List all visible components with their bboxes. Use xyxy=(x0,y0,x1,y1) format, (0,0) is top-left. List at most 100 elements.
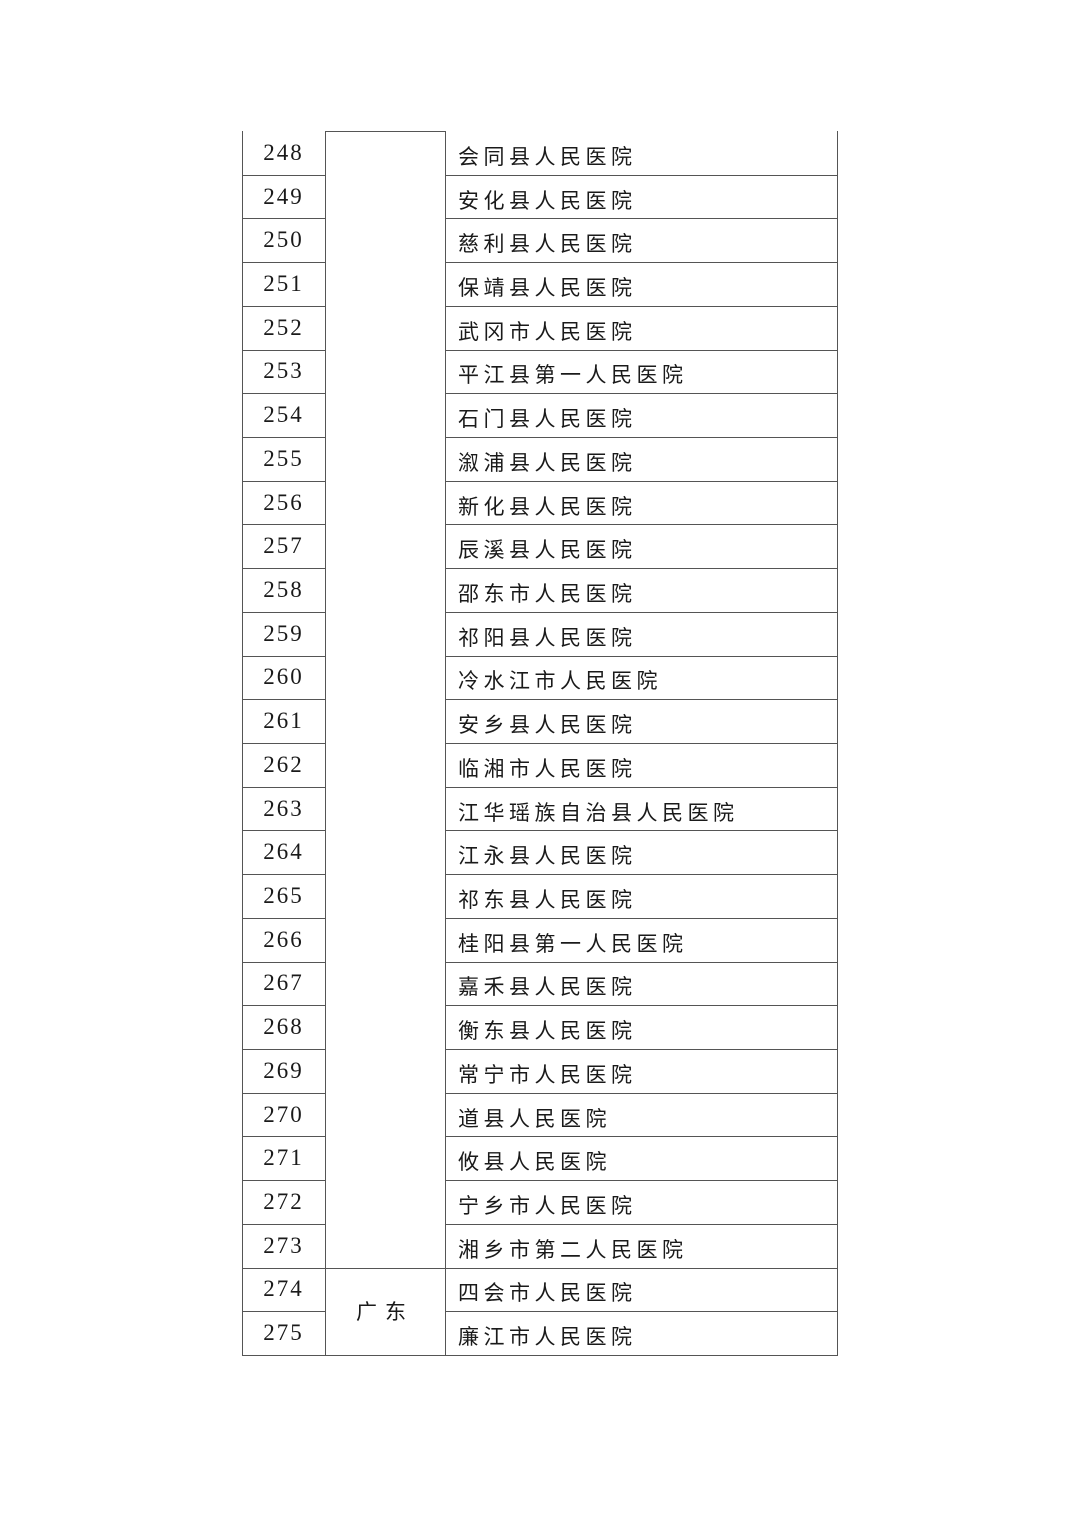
row-divider xyxy=(445,262,838,264)
row-divider xyxy=(445,524,838,526)
row-number: 254 xyxy=(263,402,304,428)
row-number: 251 xyxy=(263,270,304,296)
hospital-name: 冷水江市人民医院 xyxy=(458,669,662,694)
row-divider xyxy=(445,1311,838,1313)
hospital-name: 安乡县人民医院 xyxy=(458,713,637,738)
hospital-name: 会同县人民医院 xyxy=(458,144,637,169)
row-number: 273 xyxy=(263,1232,304,1258)
hospital-name: 道县人民医院 xyxy=(458,1106,611,1131)
hospital-name: 邵东市人民医院 xyxy=(458,581,637,606)
row-divider xyxy=(242,699,325,701)
row-divider xyxy=(242,305,325,307)
hospital-name: 辰溪县人民医院 xyxy=(458,538,637,563)
row-divider xyxy=(242,437,325,438)
hospital-name: 常宁市人民医院 xyxy=(458,1062,637,1087)
row-divider xyxy=(242,524,325,526)
row-divider xyxy=(242,1136,325,1138)
hospital-name: 新化县人民医院 xyxy=(458,494,637,519)
row-divider xyxy=(445,1267,838,1269)
row-number: 263 xyxy=(263,795,304,821)
hospital-name: 嘉禾县人民医院 xyxy=(458,975,637,1000)
row-divider xyxy=(445,1136,838,1138)
row-number: 274 xyxy=(263,1276,304,1302)
row-divider xyxy=(445,349,838,351)
hospital-name: 宁乡市人民医院 xyxy=(458,1193,637,1218)
hospital-table: 248 会同县人民医院 249 安化县人民医院 250 慈利县人民医院 251 保靖县人民医院… xyxy=(242,131,838,1356)
row-divider xyxy=(242,1180,325,1182)
row-divider xyxy=(445,1223,838,1225)
row-number: 269 xyxy=(263,1057,304,1083)
table-border-top xyxy=(325,131,445,132)
region-divider xyxy=(325,1267,445,1269)
row-divider xyxy=(445,1355,838,1356)
row-divider xyxy=(445,480,838,482)
hospital-name: 衡东县人民医院 xyxy=(458,1019,637,1044)
row-divider xyxy=(445,218,838,220)
row-divider xyxy=(242,1049,325,1050)
row-divider xyxy=(445,1005,838,1007)
row-number: 262 xyxy=(263,751,304,777)
row-divider xyxy=(242,743,325,744)
row-divider xyxy=(445,699,838,701)
row-divider xyxy=(445,1092,838,1094)
region-cell xyxy=(325,131,445,1268)
row-divider xyxy=(242,786,325,788)
hospital-name: 溆浦县人民医院 xyxy=(458,450,637,475)
row-divider xyxy=(242,830,325,832)
row-divider xyxy=(242,655,325,657)
hospital-name: 四会市人民医院 xyxy=(458,1281,637,1306)
row-number: 256 xyxy=(263,489,304,515)
row-divider xyxy=(242,1092,325,1094)
hospital-name: 祁阳县人民医院 xyxy=(458,625,637,650)
row-number: 270 xyxy=(263,1101,304,1127)
row-number: 252 xyxy=(263,314,304,340)
hospital-name: 湘乡市第二人民医院 xyxy=(458,1237,688,1262)
table-border-vertical xyxy=(325,131,326,1355)
row-number: 260 xyxy=(263,664,304,690)
hospital-name: 祁东县人民医院 xyxy=(458,887,637,912)
row-number: 258 xyxy=(263,576,304,602)
hospital-name: 平江县第一人民医院 xyxy=(458,363,688,388)
row-number: 272 xyxy=(263,1188,304,1214)
row-divider xyxy=(242,1223,325,1225)
hospital-name: 江永县人民医院 xyxy=(458,844,637,869)
row-divider xyxy=(242,874,325,876)
row-divider xyxy=(445,611,838,613)
row-divider xyxy=(242,568,325,570)
row-divider xyxy=(445,786,838,788)
row-divider xyxy=(445,568,838,570)
row-divider xyxy=(242,1355,325,1356)
row-divider xyxy=(445,743,838,744)
hospital-name: 江华瑶族自治县人民医院 xyxy=(458,800,739,825)
row-number: 265 xyxy=(263,882,304,908)
row-divider xyxy=(445,961,838,963)
row-divider xyxy=(445,437,838,438)
row-number: 253 xyxy=(263,358,304,384)
row-divider xyxy=(445,174,838,176)
row-divider xyxy=(242,218,325,220)
row-number: 275 xyxy=(263,1320,304,1346)
row-divider xyxy=(445,393,838,395)
row-divider xyxy=(242,611,325,613)
row-divider xyxy=(445,305,838,307)
row-number: 266 xyxy=(263,926,304,952)
row-divider xyxy=(242,961,325,963)
hospital-name: 临湘市人民医院 xyxy=(458,756,637,781)
row-number: 268 xyxy=(263,1014,304,1040)
hospital-name: 桂阳县第一人民医院 xyxy=(458,931,688,956)
row-divider xyxy=(242,262,325,264)
row-number: 249 xyxy=(263,183,304,209)
row-number: 255 xyxy=(263,445,304,471)
hospital-name: 慈利县人民医院 xyxy=(458,232,637,257)
region-divider xyxy=(325,1355,445,1356)
row-divider xyxy=(242,917,325,919)
row-number: 271 xyxy=(263,1145,304,1171)
row-divider xyxy=(242,349,325,351)
row-number: 264 xyxy=(263,839,304,865)
row-number: 248 xyxy=(263,139,304,165)
hospital-name: 保靖县人民医院 xyxy=(458,275,637,300)
row-divider xyxy=(445,655,838,657)
row-divider xyxy=(445,1049,838,1050)
row-divider xyxy=(242,1005,325,1007)
row-divider xyxy=(445,830,838,832)
